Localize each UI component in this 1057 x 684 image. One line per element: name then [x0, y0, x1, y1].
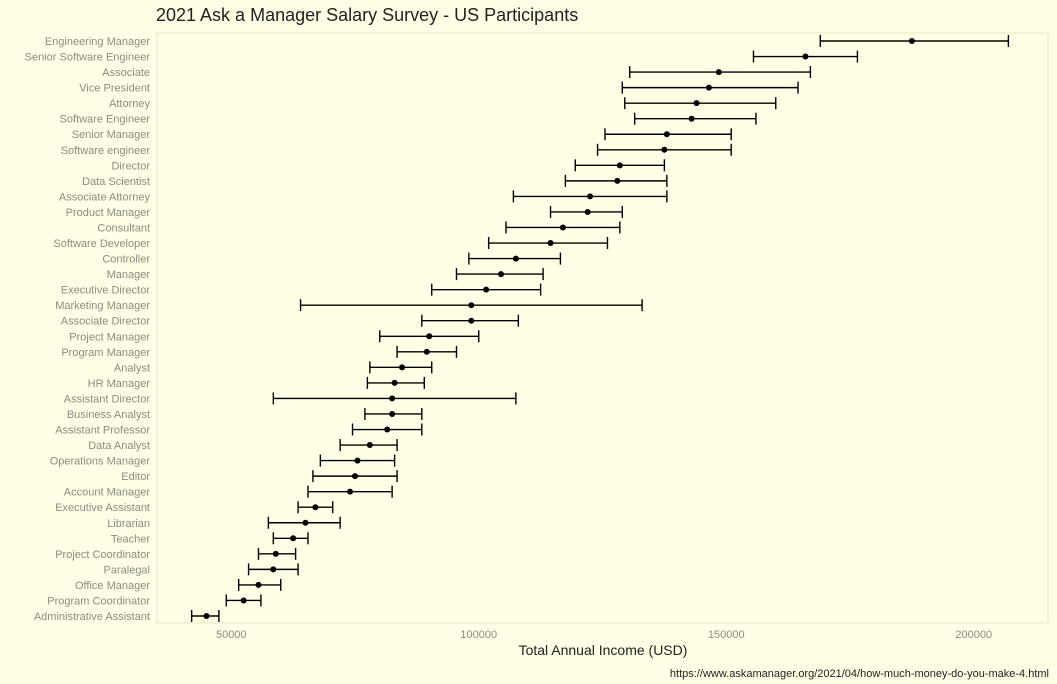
- category-label: Director: [111, 160, 150, 172]
- data-point: [354, 457, 361, 464]
- category-label: Account Manager: [64, 487, 151, 499]
- category-label: Attorney: [109, 98, 150, 110]
- category-label: Assistant Professor: [55, 425, 150, 437]
- category-label: Teacher: [111, 533, 150, 545]
- points-layer: [203, 38, 915, 619]
- x-tick-label: 100000: [460, 629, 497, 641]
- data-point: [584, 208, 591, 215]
- data-point: [663, 131, 670, 138]
- category-label: Marketing Manager: [55, 300, 150, 312]
- category-label: Software Developer: [53, 238, 150, 250]
- category-label: Software engineer: [61, 145, 151, 157]
- data-point: [347, 488, 354, 495]
- data-point: [272, 550, 279, 557]
- data-point: [715, 69, 722, 76]
- category-label: Consultant: [97, 222, 150, 234]
- x-tick-label: 150000: [708, 629, 745, 641]
- x-axis-ticks: 50000 100000 150000 200000: [216, 629, 992, 641]
- data-point: [270, 566, 277, 573]
- category-label: Executive Assistant: [55, 502, 150, 514]
- category-label: Senior Software Engineer: [25, 52, 151, 64]
- data-point: [423, 348, 430, 355]
- category-label: Engineering Manager: [45, 36, 151, 48]
- category-label: Editor: [121, 471, 150, 483]
- category-label: Associate: [102, 67, 150, 79]
- errorbar: [624, 97, 777, 110]
- data-point: [587, 193, 594, 200]
- category-label: Analyst: [114, 362, 150, 374]
- data-point: [426, 333, 433, 340]
- category-label: Executive Director: [61, 285, 151, 297]
- data-point: [302, 519, 309, 526]
- category-label: Controller: [102, 254, 150, 266]
- category-label: Project Manager: [69, 331, 150, 343]
- category-label: Assistant Director: [64, 393, 151, 405]
- x-axis-title: Total Annual Income (USD): [519, 642, 688, 658]
- category-label: Software Engineer: [60, 114, 151, 126]
- category-labels: Engineering Manager Senior Software Engin…: [25, 36, 151, 623]
- errorbar: [633, 112, 757, 125]
- category-label: Administrative Assistant: [34, 611, 150, 623]
- category-label: HR Manager: [88, 378, 151, 390]
- data-point: [498, 271, 505, 278]
- category-label: Associate Attorney: [59, 191, 151, 203]
- data-point: [468, 302, 475, 309]
- data-point: [908, 38, 915, 44]
- data-point: [352, 473, 358, 480]
- data-point: [312, 504, 319, 511]
- data-point: [614, 177, 621, 184]
- category-label: Paralegal: [104, 564, 150, 576]
- data-point: [399, 364, 406, 371]
- x-tick-label: 50000: [216, 629, 247, 641]
- data-point: [468, 317, 475, 324]
- data-point: [483, 286, 490, 293]
- category-label: Program Coordinator: [47, 595, 150, 607]
- data-point: [693, 100, 700, 107]
- data-point: [688, 115, 695, 122]
- data-point: [391, 379, 398, 386]
- category-label: Program Manager: [61, 347, 150, 359]
- category-label: Product Manager: [66, 207, 151, 219]
- category-label: Project Coordinator: [55, 549, 150, 561]
- data-point: [547, 240, 554, 247]
- data-point: [203, 613, 210, 619]
- category-label: Data Analyst: [88, 440, 150, 452]
- category-label: Business Analyst: [67, 409, 150, 421]
- data-point: [616, 162, 623, 169]
- x-tick-label: 200000: [955, 629, 992, 641]
- category-label: Manager: [107, 269, 151, 281]
- category-label: Associate Director: [61, 316, 151, 328]
- data-point: [559, 224, 566, 231]
- category-label: Data Scientist: [82, 176, 150, 188]
- plot-panel: [156, 32, 1049, 624]
- category-label: Vice President: [79, 83, 150, 95]
- data-point: [255, 581, 262, 588]
- data-point: [512, 255, 519, 262]
- data-point: [389, 395, 396, 402]
- data-point: [389, 410, 396, 417]
- category-label: Office Manager: [75, 580, 150, 592]
- data-point: [661, 146, 668, 153]
- category-label: Librarian: [107, 518, 150, 530]
- data-point: [384, 426, 391, 433]
- data-point: [240, 597, 247, 604]
- data-point: [705, 84, 712, 91]
- data-point: [802, 53, 809, 60]
- category-label: Operations Manager: [50, 456, 151, 468]
- data-point: [366, 442, 373, 449]
- data-point: [290, 535, 297, 542]
- source-caption: https://www.askamanager.org/2021/04/how-…: [669, 668, 1049, 680]
- category-label: Senior Manager: [72, 129, 151, 141]
- chart-title: 2021 Ask a Manager Salary Survey - US Pa…: [156, 5, 579, 25]
